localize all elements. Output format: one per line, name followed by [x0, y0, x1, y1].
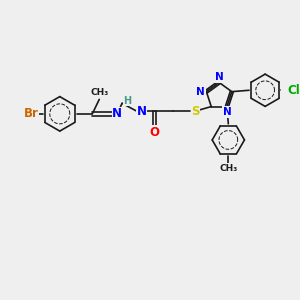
Text: N: N: [136, 105, 146, 118]
Text: Cl: Cl: [287, 84, 300, 97]
Text: O: O: [150, 126, 160, 139]
Text: H: H: [124, 95, 132, 106]
Text: CH₃: CH₃: [91, 88, 109, 97]
Text: N: N: [196, 87, 205, 97]
Text: N: N: [215, 72, 224, 82]
Text: Br: Br: [23, 107, 38, 120]
Text: N: N: [223, 107, 231, 117]
Text: N: N: [112, 107, 122, 120]
Text: CH₃: CH₃: [219, 164, 238, 173]
Text: S: S: [191, 105, 200, 118]
